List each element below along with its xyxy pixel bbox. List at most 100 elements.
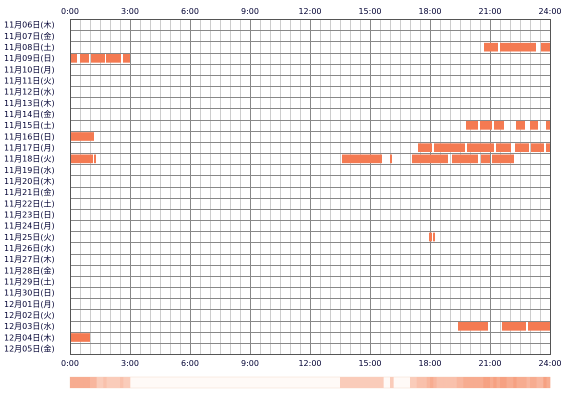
row-label: 11月18日(火) (4, 155, 55, 164)
summary-density-cell (443, 377, 447, 388)
summary-density-cell (340, 377, 344, 388)
x-tick-label-top: 3:00 (121, 7, 139, 16)
activity-bar (390, 154, 392, 164)
activity-bar (496, 143, 511, 152)
summary-density-cell (546, 377, 551, 388)
summary-density-cell (543, 377, 547, 388)
x-axis-bottom: 0:00 3:00 6:00 9:00 12:00 15:00 18:00 21:00 24:0… (61, 359, 562, 368)
summary-density-cell (530, 377, 534, 388)
summary-density-cell (93, 377, 97, 388)
summary-density-cell (420, 377, 424, 388)
summary-density-cell (80, 377, 84, 388)
summary-density-cell (106, 377, 111, 388)
activity-bar (80, 54, 89, 63)
activity-bar (418, 143, 432, 152)
activity-bar (500, 42, 536, 52)
summary-density-cell (100, 377, 104, 388)
summary-density-cell (423, 377, 427, 388)
row-label: 11月28日(金) (4, 265, 55, 275)
summary-density-cell (540, 377, 544, 388)
x-tick-label-bottom: 6:00 (181, 359, 199, 368)
activity-bar (70, 154, 93, 164)
summary-density-cell (126, 377, 131, 388)
summary-density-cell (433, 377, 437, 388)
activity-bar (94, 154, 96, 164)
row-label: 11月27日(木) (4, 254, 55, 264)
summary-density-cell (526, 377, 531, 388)
activity-bar (546, 121, 550, 130)
summary-density-cell (480, 377, 484, 388)
activity-bar (541, 42, 550, 52)
activity-bar (91, 54, 105, 63)
row-label: 11月14日(金) (4, 109, 55, 119)
x-tick-label-top: 0:00 (61, 7, 79, 16)
summary-density-cell (486, 377, 491, 388)
activity-bar (530, 121, 538, 130)
activity-bar (342, 154, 382, 164)
plot-border (70, 19, 551, 355)
summary-density-cell (470, 377, 474, 388)
activity-bar (458, 322, 488, 331)
summary-density-cell (373, 377, 377, 388)
summary-density-cell (416, 377, 421, 388)
plot-frame (70, 19, 551, 355)
summary-density-cell (436, 377, 441, 388)
row-label: 11月11日(火) (4, 76, 55, 85)
row-label: 11月16日(日) (4, 132, 55, 141)
summary-density-cell (110, 377, 114, 388)
x-tick-label-top: 21:00 (478, 7, 501, 16)
x-tick-label-bottom: 21:00 (478, 359, 501, 368)
summary-density-cell (533, 377, 537, 388)
row-label: 11月20日(木) (4, 176, 55, 186)
row-label: 11月21日(金) (4, 187, 55, 197)
summary-density-cell (366, 377, 371, 388)
summary-density-cell (70, 377, 74, 388)
summary-density-cell (413, 377, 417, 388)
x-axis-top: 0:00 3:00 6:00 9:00 12:00 15:00 18:00 21:00 24:0… (61, 7, 562, 16)
summary-density-cell (496, 377, 501, 388)
row-label: 11月15日(土) (4, 120, 55, 130)
x-tick-label-bottom: 15:00 (358, 359, 381, 368)
summary-density-cell (73, 377, 77, 388)
row-label: 11月12日(水) (4, 87, 55, 97)
summary-density-cell (426, 377, 431, 388)
summary-density-cell (483, 377, 487, 388)
x-tick-label-bottom: 0:00 (61, 359, 79, 368)
row-label: 11月30日(日) (4, 289, 55, 298)
activity-bars (70, 42, 550, 342)
summary-density-cell (370, 377, 374, 388)
summary-density-cell (350, 377, 354, 388)
x-tick-label-top: 9:00 (241, 7, 259, 16)
summary-density-cell (363, 377, 367, 388)
summary-strip (69, 376, 551, 389)
summary-density-cell (506, 377, 511, 388)
row-label: 11月13日(木) (4, 98, 55, 108)
activity-bar (516, 121, 525, 130)
summary-density-cell (513, 377, 517, 388)
activity-bar (70, 54, 77, 63)
x-tick-label-bottom: 18:00 (418, 359, 441, 368)
row-label: 12月03日(水) (4, 321, 55, 331)
summary-density-cell (86, 377, 91, 388)
summary-density-cell (503, 377, 507, 388)
row-label: 11月07日(金) (4, 31, 55, 41)
summary-density-cell (90, 377, 94, 388)
summary-density-cell (500, 377, 504, 388)
row-label: 12月01日(月) (4, 300, 55, 309)
activity-bar (484, 42, 498, 52)
activity-bar (433, 232, 435, 242)
row-labels: 11月06日(木)11月07日(金)11月08日(土) 11月09日(日) 11月1… (4, 20, 55, 354)
activity-bar (106, 54, 121, 63)
activity-bar (412, 154, 448, 164)
activity-bar (429, 232, 432, 242)
summary-density-cell (96, 377, 101, 388)
activity-bar (434, 143, 465, 152)
summary-density-cell (536, 377, 541, 388)
activity-bar (531, 143, 544, 152)
x-tick-label-top: 24:00 (538, 7, 561, 16)
activity-bar (70, 132, 94, 141)
activity-bar (467, 143, 494, 152)
row-label: 12月02日(火) (4, 311, 55, 320)
summary-density-cell (76, 377, 81, 388)
